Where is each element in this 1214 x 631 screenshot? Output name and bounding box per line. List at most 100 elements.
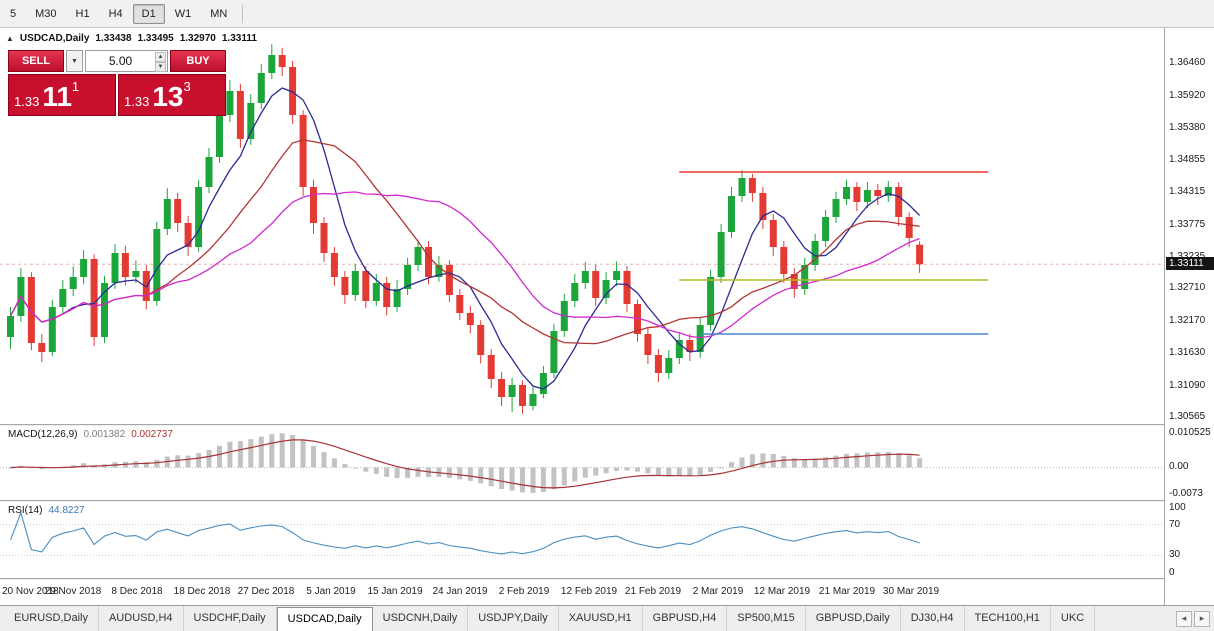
date-axis-label: 24 Jan 2019 xyxy=(432,586,488,597)
tab-scroll-arrows: ◂ ▸ xyxy=(1172,606,1214,631)
current-price-badge: 1.33111 xyxy=(1166,257,1214,270)
date-axis-label: 21 Mar 2019 xyxy=(818,586,876,597)
buy-price-pips: 13 xyxy=(152,81,184,113)
ohlc-close: 1.33111 xyxy=(221,33,257,44)
rsi-name: RSI(14) xyxy=(8,505,43,516)
date-axis-label: 5 Jan 2019 xyxy=(306,586,356,597)
macd-chart-canvas[interactable] xyxy=(0,426,1164,500)
chart-tab-usdcad-daily[interactable]: USDCAD,Daily xyxy=(276,607,373,631)
volume-input[interactable] xyxy=(86,54,167,68)
chart-tab-gbpusd-daily[interactable]: GBPUSD,Daily xyxy=(806,606,901,631)
chart-tab-gbpusd-h4[interactable]: GBPUSD,H4 xyxy=(643,606,728,631)
chart-tabs-bar: EURUSD,Daily AUDUSD,H4 USDCHF,Daily USDCAD,… xyxy=(0,605,1214,631)
timeframe-button-mn[interactable]: MN xyxy=(210,7,228,20)
chart-tab-usdchf-daily[interactable]: USDCHF,Daily xyxy=(184,606,277,631)
buy-price-main: 1.33 xyxy=(124,94,150,109)
tab-scroll-right-icon[interactable]: ▸ xyxy=(1194,610,1210,627)
spinner-down-icon[interactable]: ▼ xyxy=(155,62,166,72)
timeframe-button-h4[interactable]: H4 xyxy=(108,7,123,20)
panel-separator[interactable] xyxy=(0,500,1214,502)
chart-tab-sp500-m15[interactable]: SP500,M15 xyxy=(727,606,806,631)
panel-separator[interactable] xyxy=(0,424,1214,426)
timeframe-button-d1[interactable]: D1 xyxy=(132,3,165,24)
ohlc-low: 1.32970 xyxy=(179,33,216,44)
collapse-panel-icon[interactable]: ▲ xyxy=(6,34,14,43)
price-tick: 1.31090 xyxy=(1169,380,1206,391)
rsi-chart-canvas[interactable] xyxy=(0,502,1164,578)
buy-price-point: 3 xyxy=(183,79,191,94)
date-axis-label: 30 Mar 2019 xyxy=(882,586,940,597)
chart-tab-xauusd-h1[interactable]: XAUUSD,H1 xyxy=(559,606,643,631)
price-tick: 1.33235 xyxy=(1169,251,1205,262)
date-axis-label: 12 Mar 2019 xyxy=(753,586,811,597)
price-tick: 1.36460 xyxy=(1169,57,1206,68)
candlestick-chart-canvas[interactable] xyxy=(0,28,1164,424)
sell-price-display[interactable]: 1.33 11 1 xyxy=(8,74,116,116)
rsi-label: RSI(14) 44.8227 xyxy=(8,505,85,516)
one-click-price-row: 1.33 11 1 1.33 13 3 xyxy=(8,74,226,116)
tab-scroll-left-icon[interactable]: ◂ xyxy=(1176,610,1192,627)
timeframe-toolbar: 5 M30 H1 H4 D1 W1 MN xyxy=(0,0,1214,28)
timeframe-buttons: 5 M30 H1 H4 D1 W1 MN xyxy=(1,3,236,24)
timeframe-button-m30[interactable]: M30 xyxy=(35,7,57,20)
chevron-down-icon: ▼ xyxy=(71,57,78,65)
rsi-scale-tick: 30 xyxy=(1169,549,1181,560)
timeframe-button-w1[interactable]: W1 xyxy=(174,7,192,20)
date-axis-label: 12 Feb 2019 xyxy=(560,586,618,597)
chart-region: ▲ USDCAD,Daily 1.33438 1.33495 1.32970 1… xyxy=(0,28,1214,605)
price-scale[interactable]: 1.36460 1.35920 1.35380 1.34855 1.34315 1.337… xyxy=(1164,28,1214,605)
macd-scale-tick: -0.0073 xyxy=(1169,488,1203,499)
chart-tab-dj30-h4[interactable]: DJ30,H4 xyxy=(901,606,965,631)
price-tick: 1.34315 xyxy=(1169,186,1206,197)
rsi-scale-tick: 70 xyxy=(1169,519,1181,530)
price-tick: 1.32170 xyxy=(1169,315,1206,326)
date-axis-label: 29 Nov 2018 xyxy=(44,586,102,597)
price-tick: 1.31630 xyxy=(1169,347,1206,358)
macd-name: MACD(12,26,9) xyxy=(8,429,78,440)
price-tick: 1.34855 xyxy=(1169,154,1206,165)
chart-tab-tech100-h1[interactable]: TECH100,H1 xyxy=(965,606,1051,631)
sell-price-pips: 11 xyxy=(42,81,72,113)
timeframe-button-h1[interactable]: H1 xyxy=(75,7,90,20)
panel-separator[interactable] xyxy=(0,578,1214,580)
one-click-top-row: SELL ▼ ▲ ▼ BUY xyxy=(8,50,226,72)
macd-main-value: 0.001382 xyxy=(83,429,126,440)
buy-price-display[interactable]: 1.33 13 3 xyxy=(118,74,226,116)
date-axis-label: 8 Dec 2018 xyxy=(111,586,163,597)
chart-tab-audusd-h4[interactable]: AUDUSD,H4 xyxy=(99,606,184,631)
date-axis-label: 18 Dec 2018 xyxy=(173,586,231,597)
price-tick: 1.35920 xyxy=(1169,90,1206,101)
chart-tab-eurusd-daily[interactable]: EURUSD,Daily xyxy=(4,606,99,631)
macd-label: MACD(12,26,9) 0.001382 0.002737 xyxy=(8,429,173,440)
volume-spinner: ▲ ▼ xyxy=(155,52,166,72)
date-axis[interactable]: 20 Nov 2018 29 Nov 2018 8 Dec 2018 18 Dec 2… xyxy=(0,580,1164,605)
rsi-value: 44.8227 xyxy=(48,505,85,516)
volume-dropdown-button[interactable]: ▼ xyxy=(66,50,83,72)
chart-tab-usdcnh-daily[interactable]: USDCNH,Daily xyxy=(373,606,469,631)
date-axis-label: 27 Dec 2018 xyxy=(237,586,295,597)
ohlc-high: 1.33495 xyxy=(137,33,174,44)
date-axis-label: 2 Feb 2019 xyxy=(498,586,550,597)
price-tick: 1.33775 xyxy=(1169,219,1206,230)
sell-price-point: 1 xyxy=(71,79,80,94)
buy-button[interactable]: BUY xyxy=(170,50,226,72)
sell-price-main: 1.33 xyxy=(14,94,40,109)
toolbar-divider xyxy=(242,4,244,23)
price-tick: 1.32710 xyxy=(1169,282,1206,293)
macd-signal-value: 0.002737 xyxy=(131,429,173,440)
chart-tab-ukc[interactable]: UKC xyxy=(1051,606,1096,631)
timeframe-button-5[interactable]: 5 xyxy=(10,7,17,20)
spinner-up-icon[interactable]: ▲ xyxy=(155,52,166,62)
price-tick: 1.30565 xyxy=(1169,411,1206,422)
main-chart-panel: ▲ USDCAD,Daily 1.33438 1.33495 1.32970 1… xyxy=(0,28,1164,424)
rsi-scale-tick: 100 xyxy=(1169,502,1186,513)
ohlc-open: 1.33438 xyxy=(95,33,132,44)
chart-tab-usdjpy-daily[interactable]: USDJPY,Daily xyxy=(468,606,559,631)
date-axis-label: 21 Feb 2019 xyxy=(624,586,682,597)
macd-scale-tick: 0.010525 xyxy=(1169,427,1211,438)
date-axis-label: 2 Mar 2019 xyxy=(692,586,744,597)
chart-tabs: EURUSD,Daily AUDUSD,H4 USDCHF,Daily USDCAD,… xyxy=(4,606,1172,631)
sell-button[interactable]: SELL xyxy=(8,50,64,72)
one-click-trading-panel: SELL ▼ ▲ ▼ BUY 1.33 xyxy=(8,50,226,116)
